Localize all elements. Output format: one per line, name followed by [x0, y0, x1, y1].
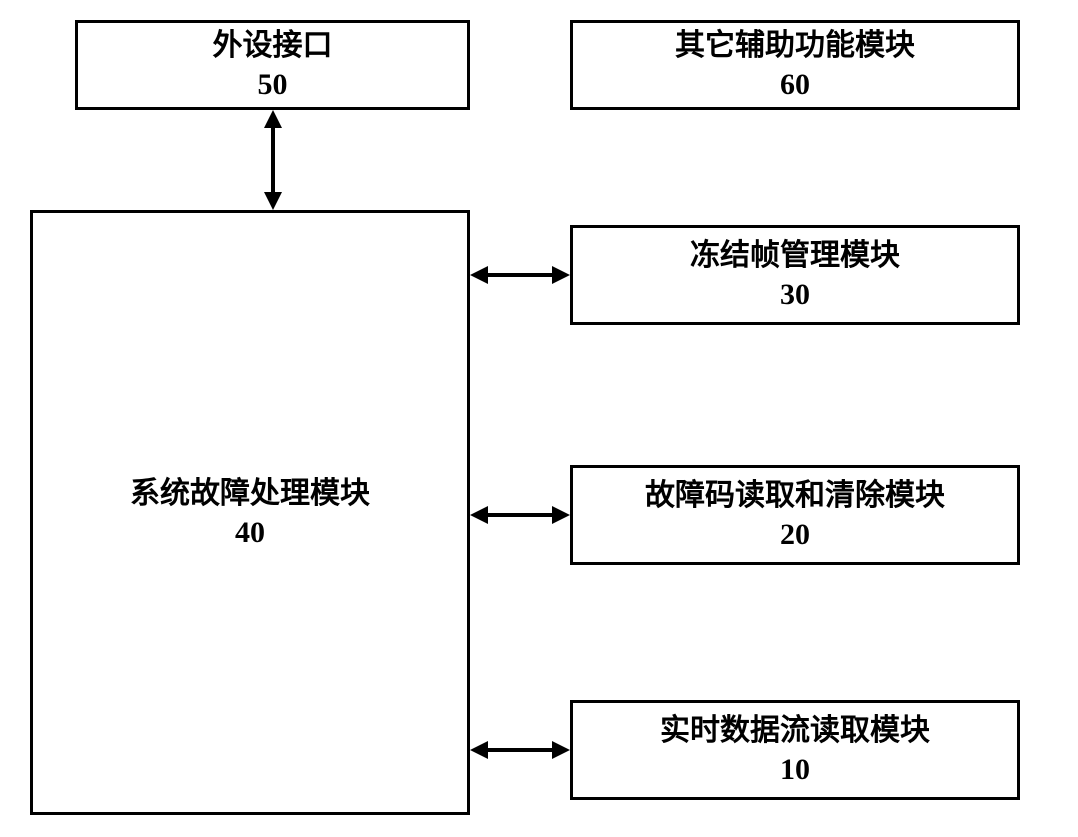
fault-code-title: 故障码读取和清除模块	[645, 476, 945, 515]
arrow-line	[488, 513, 552, 517]
arrow-head-right-icon	[552, 266, 570, 284]
freeze-frame-title: 冻结帧管理模块	[690, 236, 900, 275]
arrow-head-up-icon	[264, 110, 282, 128]
peripheral-interface-box: 外设接口 50	[75, 20, 470, 110]
aux-module-box: 其它辅助功能模块 60	[570, 20, 1020, 110]
arrow-head-right-icon	[552, 506, 570, 524]
arrow-head-left-icon	[470, 741, 488, 759]
peripheral-number: 50	[258, 65, 288, 104]
aux-title: 其它辅助功能模块	[675, 26, 915, 65]
realtime-box: 实时数据流读取模块 10	[570, 700, 1020, 800]
fault-code-number: 20	[780, 515, 810, 554]
peripheral-title: 外设接口	[213, 26, 333, 65]
realtime-number: 10	[780, 750, 810, 789]
realtime-title: 实时数据流读取模块	[660, 711, 930, 750]
freeze-frame-number: 30	[780, 275, 810, 314]
arrow-head-left-icon	[470, 266, 488, 284]
aux-number: 60	[780, 65, 810, 104]
fault-code-box: 故障码读取和清除模块 20	[570, 465, 1020, 565]
arrow-line	[488, 273, 552, 277]
freeze-frame-box: 冻结帧管理模块 30	[570, 225, 1020, 325]
arrow-line	[271, 128, 275, 192]
arrow-head-left-icon	[470, 506, 488, 524]
system-fault-title: 系统故障处理模块	[130, 474, 370, 513]
system-fault-box: 系统故障处理模块 40	[30, 210, 470, 815]
arrow-head-down-icon	[264, 192, 282, 210]
arrow-head-right-icon	[552, 741, 570, 759]
system-fault-number: 40	[235, 513, 265, 552]
arrow-line	[488, 748, 552, 752]
